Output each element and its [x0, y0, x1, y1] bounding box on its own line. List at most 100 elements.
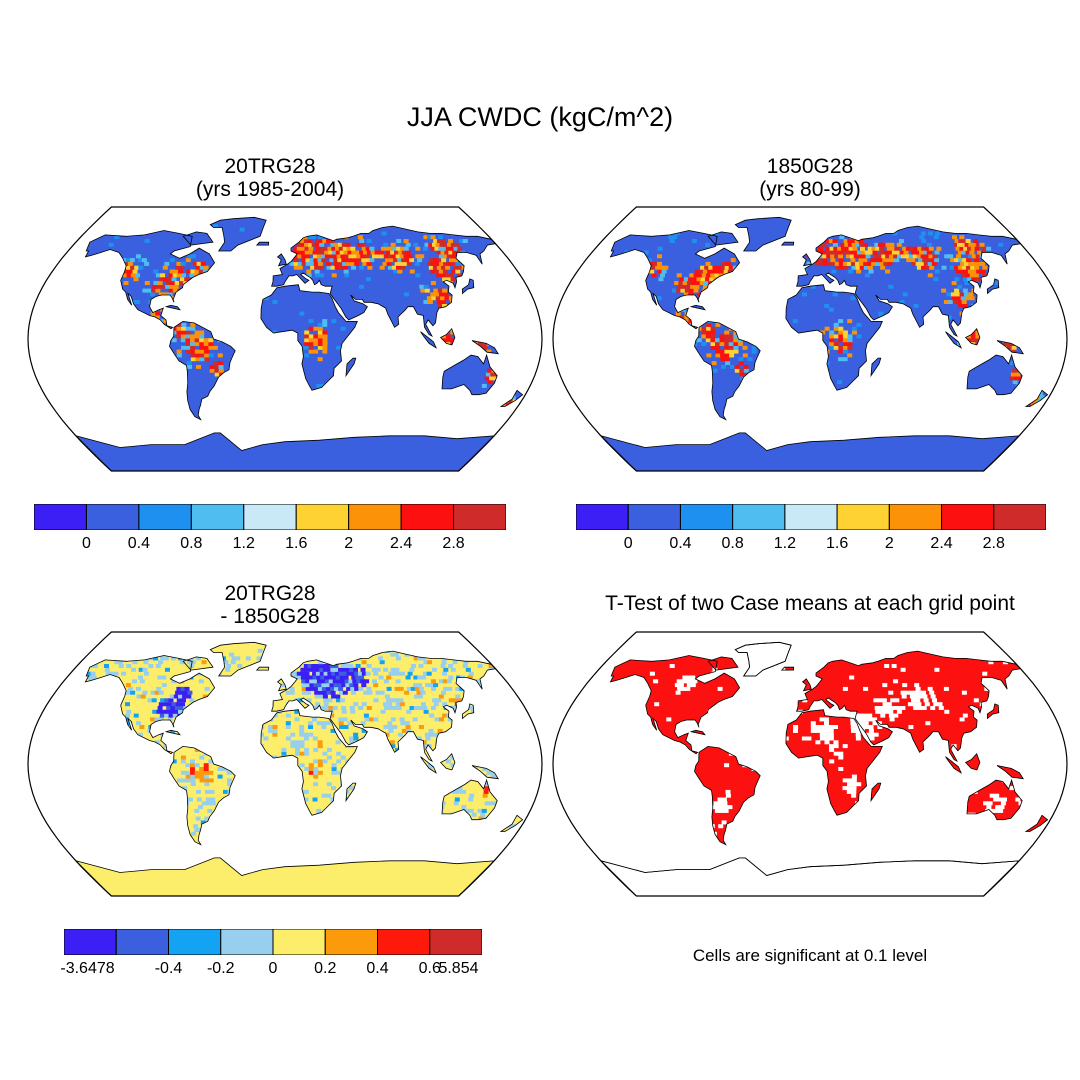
land-newzealand [501, 390, 523, 407]
panel-title-line1: T-Test of two Case means at each grid po… [605, 592, 1015, 615]
colorbar-tick-label: 5.854 [438, 960, 479, 977]
map-1850g28 [552, 206, 1068, 472]
land-northAmerica [610, 230, 740, 329]
land-newzealand [501, 815, 523, 832]
colorbar-tick-label: 0 [81, 535, 91, 552]
colorbar-tick-label: 0.2 [314, 960, 337, 977]
land-japan [987, 703, 999, 719]
colorbar-swatch [732, 504, 786, 530]
colorbar-tick-label: 2.4 [389, 535, 413, 552]
colorbar-swatch [138, 504, 192, 530]
colorbar-tick-label: 0 [623, 535, 633, 552]
colorbar-swatch [115, 929, 169, 955]
colorbar-tick-label: 2 [884, 535, 894, 552]
panel-title-line1: 1850G28 [766, 155, 854, 178]
colorbar-tick-label: 2.8 [442, 535, 465, 552]
map-border [27, 206, 543, 472]
colorbar-tick-label: 2.8 [982, 535, 1005, 552]
map-significance [552, 631, 1068, 897]
land-baffin [183, 231, 213, 246]
map-difference [27, 631, 543, 897]
map-border [552, 206, 1068, 472]
coastlines [74, 641, 524, 896]
coastlines [74, 216, 524, 471]
land-japan [462, 278, 474, 294]
map-border [552, 631, 1068, 897]
land-northAmerica [610, 655, 740, 754]
colorbar-tick-label: 0.8 [721, 535, 744, 552]
panel-title-line2: (yrs 1985-2004) [195, 178, 345, 201]
colorbar-swatch [679, 504, 734, 530]
colorbar-swatch [243, 504, 297, 530]
colorbar-swatch [220, 929, 274, 955]
colorbar-tick-label: 2 [344, 535, 354, 552]
colorbar-tick-label: 1.6 [825, 535, 849, 552]
panel-title-line2: - 1850G28 [220, 605, 320, 628]
colorbar-tick-label: 0 [268, 960, 278, 977]
land-baffin [708, 656, 738, 671]
land-antarctica [75, 857, 495, 896]
land-antarctica [75, 432, 495, 471]
land-antarctica [600, 432, 1020, 471]
colorbar-tick-label: 0.4 [669, 535, 692, 552]
colorbar-swatch [348, 504, 402, 530]
land-uk [277, 253, 287, 266]
colorbar-field-tl [34, 504, 506, 530]
land-newguinea [997, 765, 1024, 779]
panel-title-ttest: T-Test of two Case means at each grid po… [550, 592, 1070, 615]
land-sumatra [945, 756, 962, 773]
colorbar-swatch [64, 929, 117, 955]
colorbar-tick-label: 1.2 [773, 535, 796, 552]
colorbar-swatch [627, 504, 681, 530]
land-greenland [735, 217, 792, 251]
colorbar-swatch [190, 504, 245, 530]
colorbar-swatch [400, 504, 455, 530]
colorbar-tick-label: 0.4 [127, 535, 150, 552]
land-newzealand [1026, 815, 1048, 832]
panel-title-20trg28: 20TRG28 (yrs 1985-2004) [10, 155, 530, 201]
figure-title: JJA CWDC (kgC/m^2) [406, 102, 674, 132]
land-greenland [210, 217, 267, 251]
panel-title-line1: 20TRG28 [224, 155, 316, 178]
colorbar-labels-tl: 0 0.4 0.8 1.2 1.6 2 2.4 2.8 [34, 535, 506, 557]
land-northAmerica [85, 655, 215, 754]
colorbar-difference [64, 929, 482, 955]
land-uk [802, 678, 812, 691]
colorbar-swatch [784, 504, 838, 530]
colorbar-tick-label: 0.6 [418, 960, 441, 977]
colorbar-tick-label: 0.8 [180, 535, 203, 552]
map-20trg28 [27, 206, 543, 472]
colorbar-swatch [272, 929, 326, 955]
land-iceland [781, 242, 794, 246]
colorbar-swatch [295, 504, 350, 530]
land-northAmerica [85, 230, 215, 329]
colorbar-field-tr [576, 504, 1046, 530]
colorbar-swatch [836, 504, 890, 530]
colorbar-swatch [993, 504, 1046, 530]
colorbar-labels-difference: -3.6478 -0.4 -0.2 0 0.2 0.4 0.6 5.854 [60, 960, 482, 982]
panel-title-1850g28: 1850G28 (yrs 80-99) [550, 155, 1070, 201]
colorbar-swatch [85, 504, 140, 530]
panel-title-line2: (yrs 80-99) [759, 178, 861, 201]
colorbar-tick-label: -0.2 [206, 960, 235, 977]
colorbar-swatch [941, 504, 995, 530]
significance-note: Cells are significant at 0.1 level [692, 946, 928, 965]
colorbar-swatch [888, 504, 943, 530]
panel-title-difference: 20TRG28 - 1850G28 [10, 582, 530, 628]
panel-title-line1: 20TRG28 [224, 582, 316, 605]
land-sumatra [420, 331, 437, 348]
colorbar-swatch [576, 504, 629, 530]
colorbar-tick-label: 1.6 [285, 535, 308, 552]
colorbar-swatch [324, 929, 378, 955]
colorbar-swatch [429, 929, 482, 955]
colorbar-tick-label: 0.4 [366, 960, 389, 977]
colorbar-swatch [453, 504, 506, 530]
colorbar-tick-label: -0.4 [154, 960, 183, 977]
colorbar-swatch [377, 929, 431, 955]
colorbar-labels-tr: 0 0.4 0.8 1.2 1.6 2 2.4 2.8 [576, 535, 1046, 557]
colorbar-tick-label: 1.2 [232, 535, 255, 552]
land-iceland [256, 667, 269, 671]
land-iceland [256, 242, 269, 246]
colorbar-tick-label: -3.6478 [60, 960, 115, 977]
colorbar-tick-label: 2.4 [930, 535, 953, 552]
